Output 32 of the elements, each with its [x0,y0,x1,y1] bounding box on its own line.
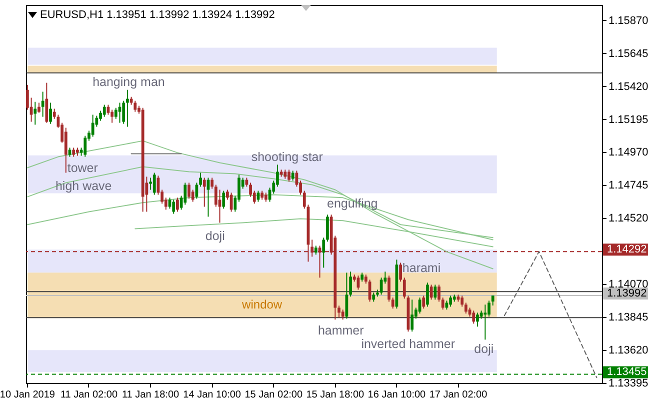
y-tick-label: 1.14520 [608,212,648,225]
y-tick-label: 1.14745 [608,180,648,192]
y-tick-label: 1.15870 [608,14,648,27]
annotation: inverted hammer [361,337,455,351]
annotation: hammer [318,324,364,338]
y-tick-label: 1.13620 [608,344,648,357]
x-tick-label: 10 Jan 2019 [0,390,56,400]
x-tick-label: 14 Jan 10:00 [183,390,242,400]
annotation: hanging man [92,75,165,89]
annotation: tower [67,161,98,175]
x-tick-label: 11 Jan 02:00 [60,390,118,400]
annotation: doji [205,229,225,243]
y-tick-label: 1.15195 [608,114,648,126]
y-tick-label: 1.13395 [608,378,648,390]
x-tick-label: 16 Jan 10:00 [368,390,426,400]
x-tick-label: 17 Jan 02:00 [429,390,488,400]
x-tick-label: 15 Jan 18:00 [306,390,365,400]
x-tick-label: 15 Jan 02:00 [244,390,303,400]
annotation: doji [474,342,494,356]
y-tick-label: 1.15645 [608,48,648,60]
band-label: window [241,297,282,312]
ref-line-label: 1.13992 [607,288,647,300]
annotation: shooting star [251,150,323,164]
ref-line-label: 1.13455 [607,366,647,378]
y-tick-label: 1.14970 [608,146,648,159]
chart-title: EURUSD,H1 1.13951 1.13992 1.13924 1.13992 [40,9,275,21]
x-tick-label: 11 Jan 18:00 [122,390,180,400]
y-tick-label: 1.15420 [608,80,648,93]
y-tick-label: 1.13845 [608,312,648,324]
ref-line-label: 1.14292 [607,244,647,256]
annotation: high wave [55,179,112,193]
annotation: harami [402,261,441,275]
